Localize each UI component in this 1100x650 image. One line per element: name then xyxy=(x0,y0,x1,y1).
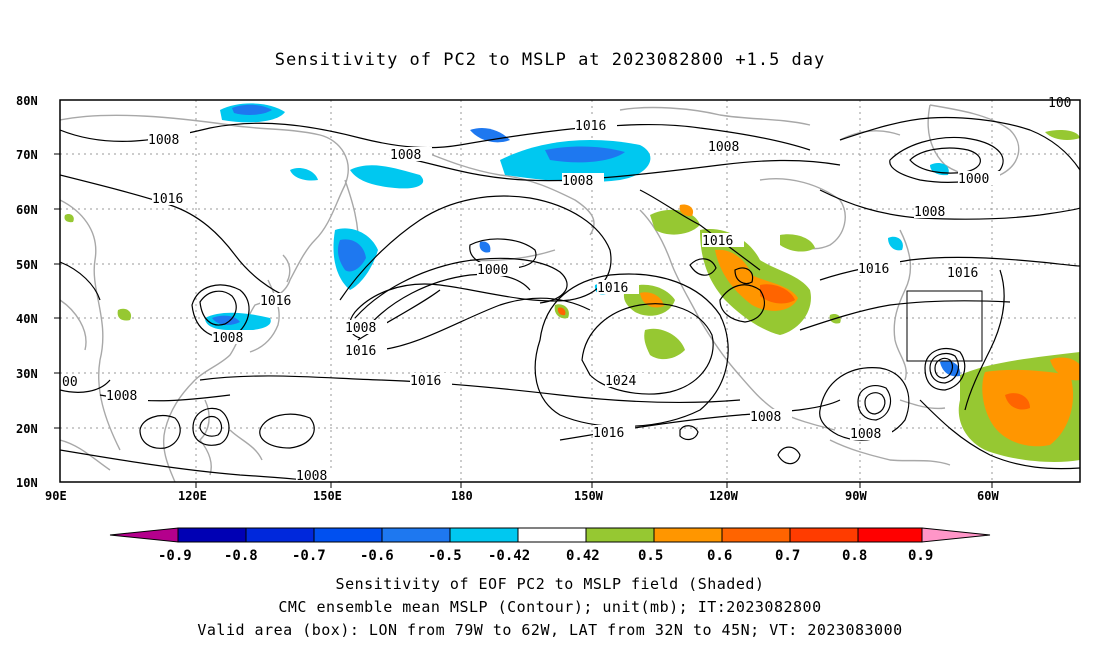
y-tick-label: 10N xyxy=(16,476,38,490)
x-tick-label: 60W xyxy=(977,489,999,503)
x-tick-label: 90W xyxy=(845,489,867,503)
contour-label: 1008 xyxy=(850,427,881,442)
contour-label: 1016 xyxy=(345,344,376,359)
colorbar: -0.9 -0.8 -0.7 -0.6 -0.5 -0.42 0.42 0.5 … xyxy=(109,527,991,564)
colorbar-label: -0.8 xyxy=(224,548,258,564)
colorbar-label: -0.7 xyxy=(292,548,326,564)
valid-area-box xyxy=(906,290,983,362)
contour-label: 1008 xyxy=(708,140,739,155)
contour-label: 1008 xyxy=(148,133,179,148)
y-tick-label: 60N xyxy=(16,203,38,217)
contour-label: 1016 xyxy=(152,192,183,207)
colorbar-swatch xyxy=(585,527,655,543)
x-tick-label: 150E xyxy=(313,489,342,503)
contour-label: 1016 xyxy=(947,266,978,281)
colorbar-swatch xyxy=(313,527,383,543)
colorbar-swatch xyxy=(789,527,859,543)
colorbar-swatch xyxy=(449,527,519,543)
caption-shaded: Sensitivity of EOF PC2 to MSLP field (Sh… xyxy=(335,575,765,593)
positive-sensitivity-shading xyxy=(64,130,1080,462)
colorbar-label: -0.42 xyxy=(488,548,530,564)
contour-label: 1008 xyxy=(345,321,376,336)
contour-label: 1008 xyxy=(296,469,327,484)
mslp-contours xyxy=(60,116,1080,482)
y-tick-label: 70N xyxy=(16,148,38,162)
x-tick-label: 120E xyxy=(178,489,207,503)
contour-label: 1000 xyxy=(958,172,989,187)
x-axis-labels: 90E 120E 150E 180 150W 120W 90W 60W xyxy=(45,489,999,503)
x-tick-label: 90E xyxy=(45,489,67,503)
x-tick-label: 120W xyxy=(709,489,739,503)
caption-valid-area: Valid area (box): LON from 79W to 62W, L… xyxy=(197,621,903,639)
contour-label: 1016 xyxy=(593,426,624,441)
contour-label: 1008 xyxy=(562,174,593,189)
y-tick-label: 20N xyxy=(16,422,38,436)
contour-label: 1024 xyxy=(605,374,636,389)
caption-contour: CMC ensemble mean MSLP (Contour); unit(m… xyxy=(278,598,822,616)
contour-label: 1008 xyxy=(106,389,137,404)
colorbar-label: 0.5 xyxy=(638,548,663,564)
colorbar-label: 0.9 xyxy=(908,548,933,564)
contour-label-group: 1008 1016 1008 1016 1008 1008 1000 1008 … xyxy=(62,96,1080,484)
colorbar-right-triangle xyxy=(921,527,991,543)
colorbar-label: 0.7 xyxy=(775,548,800,564)
contour-label: 1016 xyxy=(260,294,291,309)
contour-label: 1000 xyxy=(477,263,508,278)
contour-label: 1016 xyxy=(858,262,889,277)
y-tick-label: 30N xyxy=(16,367,38,381)
contour-label: 100 xyxy=(1048,96,1071,111)
y-axis-labels: 80N 70N 60N 50N 40N 30N 20N 10N xyxy=(16,94,38,490)
colorbar-label: 0.6 xyxy=(707,548,732,564)
colorbar-swatch xyxy=(517,527,587,543)
contour-label: 1016 xyxy=(410,374,441,389)
negative-sensitivity-shading xyxy=(205,103,961,377)
colorbar-swatch xyxy=(653,527,723,543)
x-tick-label: 180 xyxy=(451,489,473,503)
map-title: Sensitivity of PC2 to MSLP at 2023082800… xyxy=(274,50,826,70)
contour-label: 1008 xyxy=(212,331,243,346)
colorbar-label: 0.8 xyxy=(842,548,867,564)
y-tick-label: 80N xyxy=(16,94,38,108)
axis-ticks xyxy=(54,153,993,488)
colorbar-left-triangle xyxy=(109,527,179,543)
contour-label: 1008 xyxy=(914,205,945,220)
contour-label: 1008 xyxy=(750,410,781,425)
y-tick-label: 50N xyxy=(16,258,38,272)
colorbar-swatch xyxy=(177,527,247,543)
colorbar-label: -0.9 xyxy=(158,548,192,564)
contour-label: 1016 xyxy=(575,119,606,134)
plot-frame xyxy=(59,99,1081,483)
colorbar-label: -0.5 xyxy=(428,548,462,564)
contour-label: 1016 xyxy=(702,234,733,249)
contour-label: 1016 xyxy=(597,281,628,296)
colorbar-label: -0.6 xyxy=(360,548,394,564)
y-tick-label: 40N xyxy=(16,312,38,326)
colorbar-label: 0.42 xyxy=(566,548,600,564)
contour-label: 00 xyxy=(62,375,78,390)
x-tick-label: 150W xyxy=(574,489,604,503)
colorbar-swatch xyxy=(381,527,451,543)
colorbar-swatch xyxy=(721,527,791,543)
contour-label: 1008 xyxy=(390,148,421,163)
colorbar-swatch xyxy=(857,527,923,543)
colorbar-swatch xyxy=(245,527,315,543)
